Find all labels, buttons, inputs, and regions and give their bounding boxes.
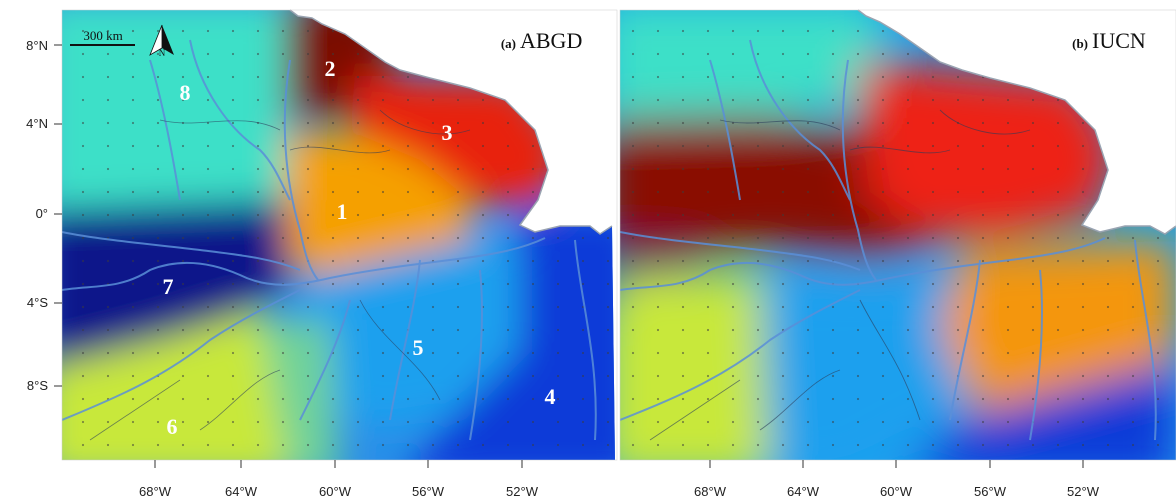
x-tick-label: 60°W bbox=[880, 484, 912, 499]
y-tick-label: 4°N bbox=[26, 116, 48, 131]
x-tick-label: 64°W bbox=[225, 484, 257, 499]
region-label-2: 2 bbox=[325, 56, 336, 81]
north-label: N bbox=[159, 48, 166, 58]
region-label-8: 8 bbox=[180, 80, 191, 105]
region-label-7: 7 bbox=[163, 274, 174, 299]
y-tick-label: 8°S bbox=[26, 378, 48, 393]
panel-a-title-text: ABGD bbox=[520, 28, 582, 53]
y-tick-label: 0° bbox=[35, 206, 48, 221]
panel-a-title: (a) ABGD bbox=[501, 28, 583, 53]
x-tick-label: 60°W bbox=[319, 484, 351, 499]
region-label-5: 5 bbox=[413, 335, 424, 360]
region-label-3: 3 bbox=[442, 120, 453, 145]
panel-b-title-text: IUCN bbox=[1092, 28, 1146, 53]
panel-a-map: 1 2 3 4 5 6 7 8 300 km N (a) bbox=[54, 9, 618, 468]
x-tick-label: 52°W bbox=[1067, 484, 1099, 499]
x-tick-label: 64°W bbox=[787, 484, 819, 499]
region-label-6: 6 bbox=[167, 414, 178, 439]
x-tick-label: 56°W bbox=[412, 484, 444, 499]
x-tick-label: 68°W bbox=[139, 484, 171, 499]
panel-b-map: (b) IUCN bbox=[619, 9, 1176, 468]
y-tick-label: 8°N bbox=[26, 38, 48, 53]
panel-a-letter: (a) bbox=[501, 36, 516, 51]
scale-bar: 300 km bbox=[70, 28, 135, 46]
scale-bar-label: 300 km bbox=[83, 28, 122, 43]
region-label-4: 4 bbox=[545, 384, 556, 409]
region-label-1: 1 bbox=[337, 199, 348, 224]
panel-b-title: (b) IUCN bbox=[1072, 28, 1146, 53]
north-arrow-icon: N bbox=[149, 24, 174, 58]
panel-b-letter: (b) bbox=[1072, 36, 1088, 51]
x-tick-label: 68°W bbox=[694, 484, 726, 499]
x-tick-label: 52°W bbox=[506, 484, 538, 499]
map-canvas: 1 2 3 4 5 6 7 8 300 km N (a) bbox=[54, 9, 1176, 468]
x-tick-label: 56°W bbox=[974, 484, 1006, 499]
y-tick-label: 4°S bbox=[26, 295, 48, 310]
